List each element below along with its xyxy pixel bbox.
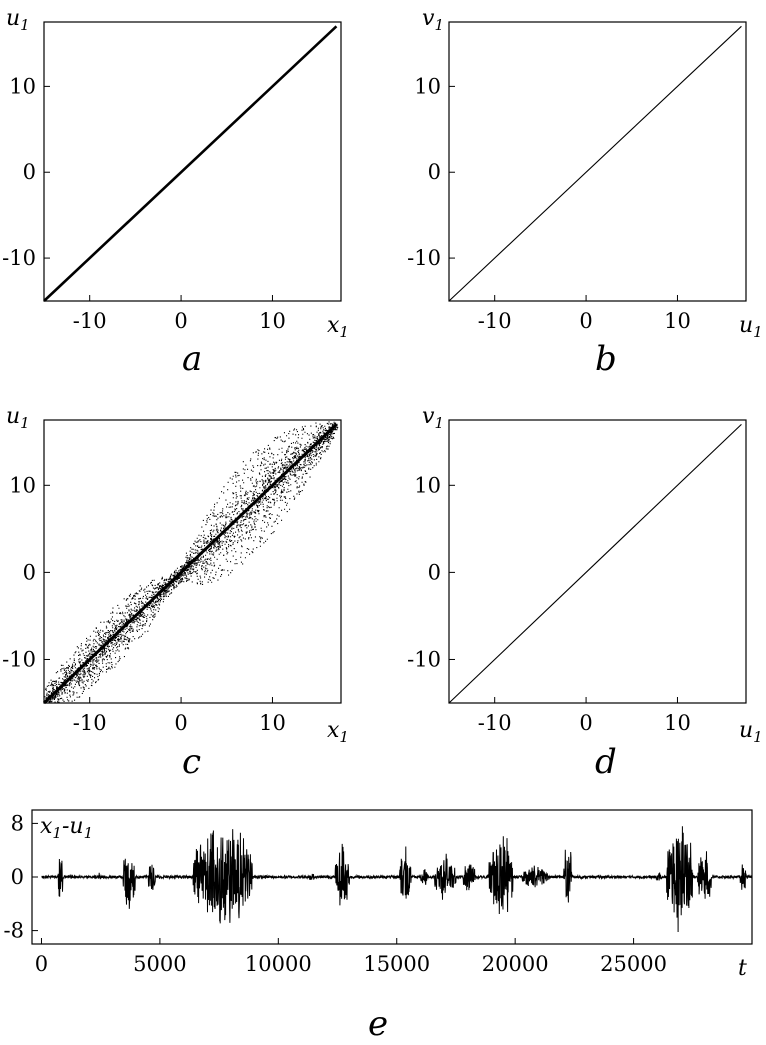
panel-a-ticks: -10 0 10 -10 0 10 <box>2 74 286 333</box>
panel-e: 0 5000 10000 15000 20000 25000 8 0 -8 x1-u1 t e <box>4 809 753 1044</box>
x-tick-label: 0 <box>174 309 187 333</box>
panel-b-plot <box>448 25 742 302</box>
x-tick-label: -10 <box>478 711 512 735</box>
series-line <box>43 25 338 302</box>
x-tick-label: -10 <box>478 309 512 333</box>
x-tick-label: 0 <box>579 711 592 735</box>
y-tick-label: 0 <box>428 560 441 584</box>
y-tick-label: -8 <box>4 919 24 943</box>
panel-b-xlabel: u1 <box>739 313 763 341</box>
y-tick-label: 8 <box>11 811 24 835</box>
y-tick-label: 10 <box>414 74 441 98</box>
panel-c-ticks: -10 0 10 -10 0 10 <box>2 473 286 735</box>
series-line <box>448 423 742 704</box>
panel-e-ticks: 0 5000 10000 15000 20000 25000 8 0 -8 <box>4 811 667 976</box>
panel-c-frame <box>43 419 342 704</box>
y-tick-label: 10 <box>9 473 36 497</box>
panel-e-plot <box>41 826 753 933</box>
panel-c: -10 0 10 -10 0 10 u1 x1 c <box>2 404 349 782</box>
x-tick-label: 0 <box>579 309 592 333</box>
panel-a-plot <box>43 25 338 302</box>
panel-d-label: d <box>595 742 617 782</box>
x-tick-label: 10 <box>259 309 286 333</box>
panel-e-label: e <box>368 1004 388 1044</box>
panel-b-ylabel: v1 <box>422 6 444 34</box>
x-tick-label: -10 <box>73 309 107 333</box>
series-line <box>448 25 742 302</box>
y-tick-label: -10 <box>2 246 36 270</box>
x-tick-label: -10 <box>73 711 107 735</box>
panel-b: -10 0 10 -10 0 10 v1 u1 b <box>407 6 763 379</box>
y-tick-label: 0 <box>23 160 36 184</box>
panel-a-frame <box>43 21 342 302</box>
panel-d-ylabel: v1 <box>422 404 444 432</box>
x-tick-label: 10000 <box>245 952 312 976</box>
y-tick-label: 10 <box>9 74 36 98</box>
panel-d: -10 0 10 -10 0 10 v1 u1 d <box>407 404 763 782</box>
panel-b-frame <box>448 21 747 302</box>
panel-a-label: a <box>182 339 202 379</box>
panel-c-plot <box>42 421 339 705</box>
x-tick-label: 20000 <box>482 952 549 976</box>
y-tick-label: 0 <box>11 865 24 889</box>
y-tick-label: -10 <box>407 246 441 270</box>
y-tick-label: 0 <box>428 160 441 184</box>
panel-c-label: c <box>182 742 201 782</box>
panel-b-label: b <box>595 339 617 379</box>
panel-b-ticks: -10 0 10 -10 0 10 <box>407 74 691 333</box>
signal-trace <box>41 826 753 933</box>
x-tick-label: 0 <box>35 952 48 976</box>
panel-d-plot <box>448 423 742 704</box>
panel-d-ticks: -10 0 10 -10 0 10 <box>407 473 691 735</box>
panel-a-xlabel: x1 <box>327 313 349 341</box>
panel-c-xlabel: x1 <box>327 718 349 746</box>
y-tick-label: 10 <box>414 473 441 497</box>
panel-e-xlabel: t <box>738 956 747 981</box>
y-tick-label: -10 <box>2 647 36 671</box>
y-tick-label: -10 <box>407 647 441 671</box>
panel-e-ylabel: x1-u1 <box>40 814 93 842</box>
x-tick-label: 25000 <box>600 952 667 976</box>
x-tick-label: 10 <box>259 711 286 735</box>
x-tick-label: 15000 <box>363 952 430 976</box>
panel-d-xlabel: u1 <box>739 718 763 746</box>
x-tick-label: 0 <box>174 711 187 735</box>
x-tick-label: 5000 <box>133 952 186 976</box>
panel-d-frame <box>448 419 747 704</box>
y-tick-label: 0 <box>23 560 36 584</box>
panel-a-ylabel: u1 <box>6 6 30 34</box>
panel-c-ylabel: u1 <box>6 404 30 432</box>
scatter-core-line <box>42 423 338 705</box>
x-tick-label: 10 <box>664 309 691 333</box>
panel-a: -10 0 10 -10 0 10 u1 x1 a <box>2 6 349 379</box>
x-tick-label: 10 <box>664 711 691 735</box>
